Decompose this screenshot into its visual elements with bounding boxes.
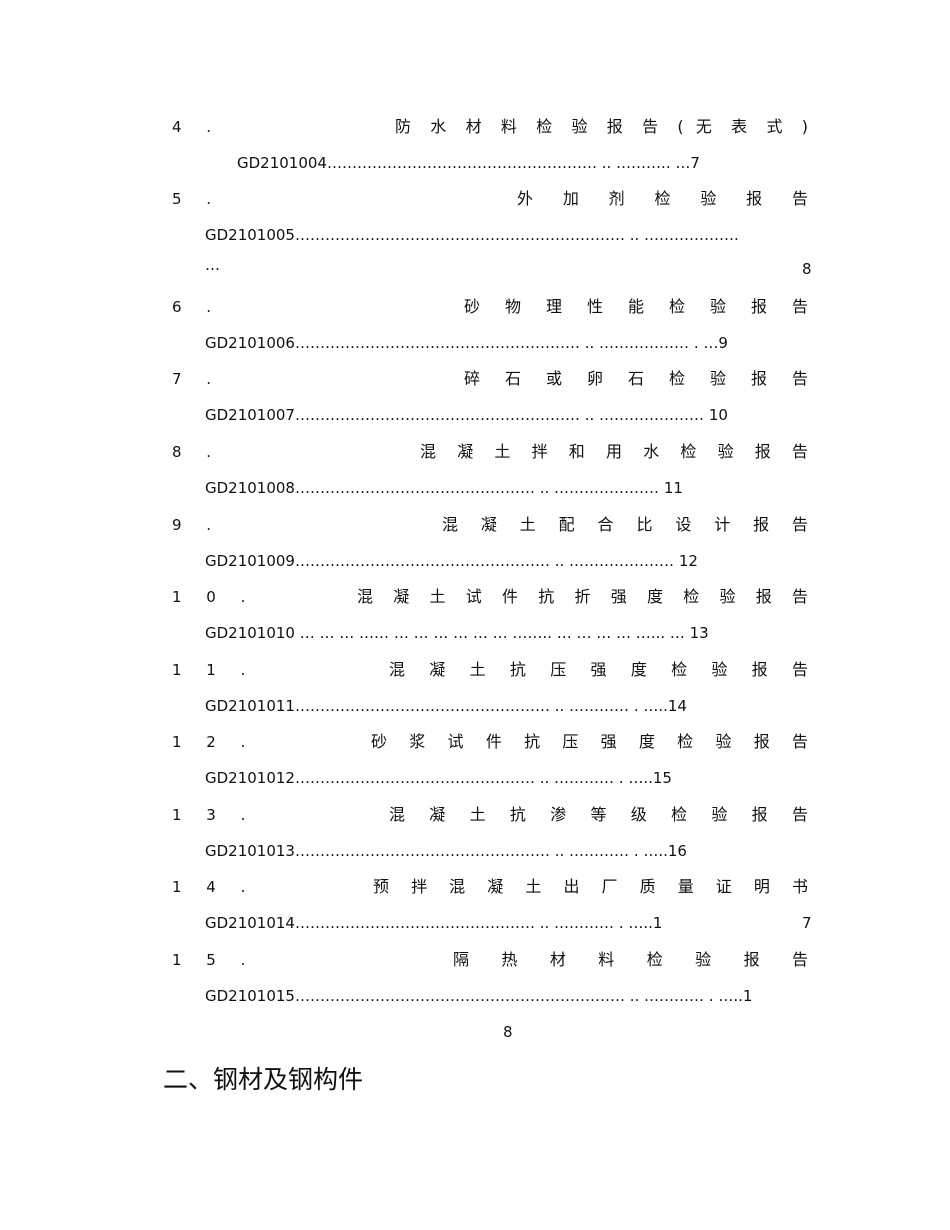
toc-entry-number: 9 . — [172, 516, 222, 534]
toc-entry-code: GD2101015………………………………………………………… .. ………… … — [205, 987, 753, 1005]
toc-entry-title: 混 凝 土 拌 和 用 水 检 验 报 告 — [420, 442, 808, 461]
toc-entry-number: 1 3 . — [172, 806, 256, 824]
toc-entry-title: 混 凝 土 抗 压 强 度 检 验 报 告 — [389, 660, 808, 679]
toc-entry-code: GD2101004……………………………………………… .. ……….. …7 — [237, 154, 700, 172]
toc-entry-continuation: … — [205, 256, 220, 274]
toc-entry-page-number: 7 — [802, 914, 812, 932]
toc-entry-code: GD2101008………………………………………… .. ………………… 11 — [205, 479, 683, 497]
toc-entry-code: GD2101006………………………………………………… .. ……………… .… — [205, 334, 728, 352]
toc-entry-number: 1 0 . — [172, 588, 256, 606]
toc-entry-number: 1 5 . — [172, 951, 256, 969]
toc-entry-title: 混 凝 土 配 合 比 设 计 报 告 — [442, 515, 808, 534]
toc-entry-code: GD2101009…………………………………………… .. ………………… 12 — [205, 552, 698, 570]
toc-entry-title: 防 水 材 料 检 验 报 告 ( 无 表 式 ) — [395, 117, 808, 136]
toc-entry-code: GD2101005………………………………………………………… .. ……………… — [205, 226, 739, 244]
toc-entry-code: GD2101011…………………………………………… .. ………… . …..… — [205, 697, 687, 715]
toc-entry-number: 1 4 . — [172, 878, 256, 896]
toc-entry-number: 5 . — [172, 190, 222, 208]
toc-entry-title: 砂 浆 试 件 抗 压 强 度 检 验 报 告 — [371, 732, 808, 751]
toc-entry-title: 预 拌 混 凝 土 出 厂 质 量 证 明 书 — [373, 877, 808, 896]
toc-entry-title: 砂 物 理 性 能 检 验 报 告 — [464, 297, 808, 316]
toc-entry-title: 隔 热 材 料 检 验 报 告 — [453, 950, 808, 969]
toc-entry-code: GD2101007………………………………………………… .. ………………… … — [205, 406, 728, 424]
toc-entry-number: 7 . — [172, 370, 222, 388]
toc-entry-title: 碎 石 或 卵 石 检 验 报 告 — [464, 369, 808, 388]
toc-entry-code: GD2101012………………………………………… .. ………… . …..1… — [205, 769, 672, 787]
toc-entry-number: 8 . — [172, 443, 222, 461]
section-heading: 二、钢材及钢构件 — [163, 1065, 364, 1094]
toc-entry-code: GD2101010 … … … …… … … … … … … …….. … … … — [205, 624, 709, 642]
toc-entry-code: GD2101014………………………………………… .. ………… . …..1 — [205, 914, 663, 932]
toc-entry-number: 4 . — [172, 118, 222, 136]
toc-entry-page-continuation: 8 — [503, 1023, 513, 1041]
toc-entry-title: 混 凝 土 试 件 抗 折 强 度 检 验 报 告 — [357, 587, 808, 606]
toc-entry-number: 1 2 . — [172, 733, 256, 751]
toc-entry-number: 6 . — [172, 298, 222, 316]
toc-entry-title: 外 加 剂 检 验 报 告 — [517, 189, 808, 208]
toc-entry-title: 混 凝 土 抗 渗 等 级 检 验 报 告 — [389, 805, 808, 824]
toc-entry-code: GD2101013…………………………………………… .. ………… . …..… — [205, 842, 687, 860]
toc-entry-page-number: 8 — [802, 260, 812, 278]
toc-entry-number: 1 1 . — [172, 661, 256, 679]
